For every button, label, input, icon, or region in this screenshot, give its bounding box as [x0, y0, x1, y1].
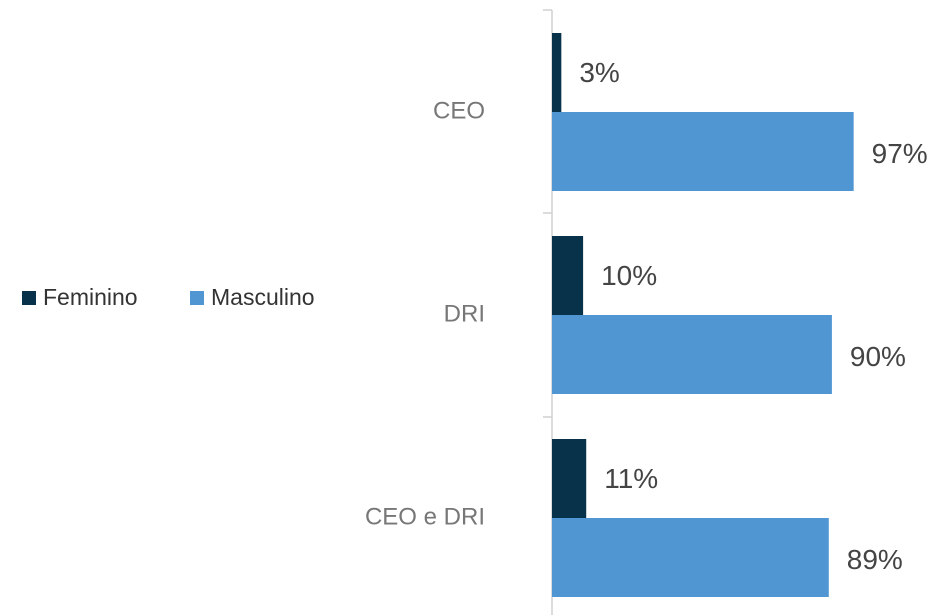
legend-swatch [22, 291, 36, 305]
category-label: CEO [433, 97, 485, 124]
value-label: 97% [872, 138, 928, 169]
legend-swatch [190, 291, 204, 305]
bar [552, 33, 562, 112]
legend-label: Feminino [43, 284, 138, 310]
value-label: 10% [601, 260, 657, 291]
bar [552, 236, 584, 315]
value-label: 90% [850, 341, 906, 372]
value-label: 3% [579, 57, 619, 88]
bar [552, 112, 854, 191]
bar [552, 315, 832, 394]
category-label: DRI [444, 300, 485, 327]
bar [552, 439, 587, 518]
value-label: 89% [847, 544, 903, 575]
legend-label: Masculino [211, 284, 315, 310]
category-label: CEO e DRI [365, 503, 485, 530]
value-label: 11% [604, 463, 658, 494]
bar [552, 518, 829, 597]
